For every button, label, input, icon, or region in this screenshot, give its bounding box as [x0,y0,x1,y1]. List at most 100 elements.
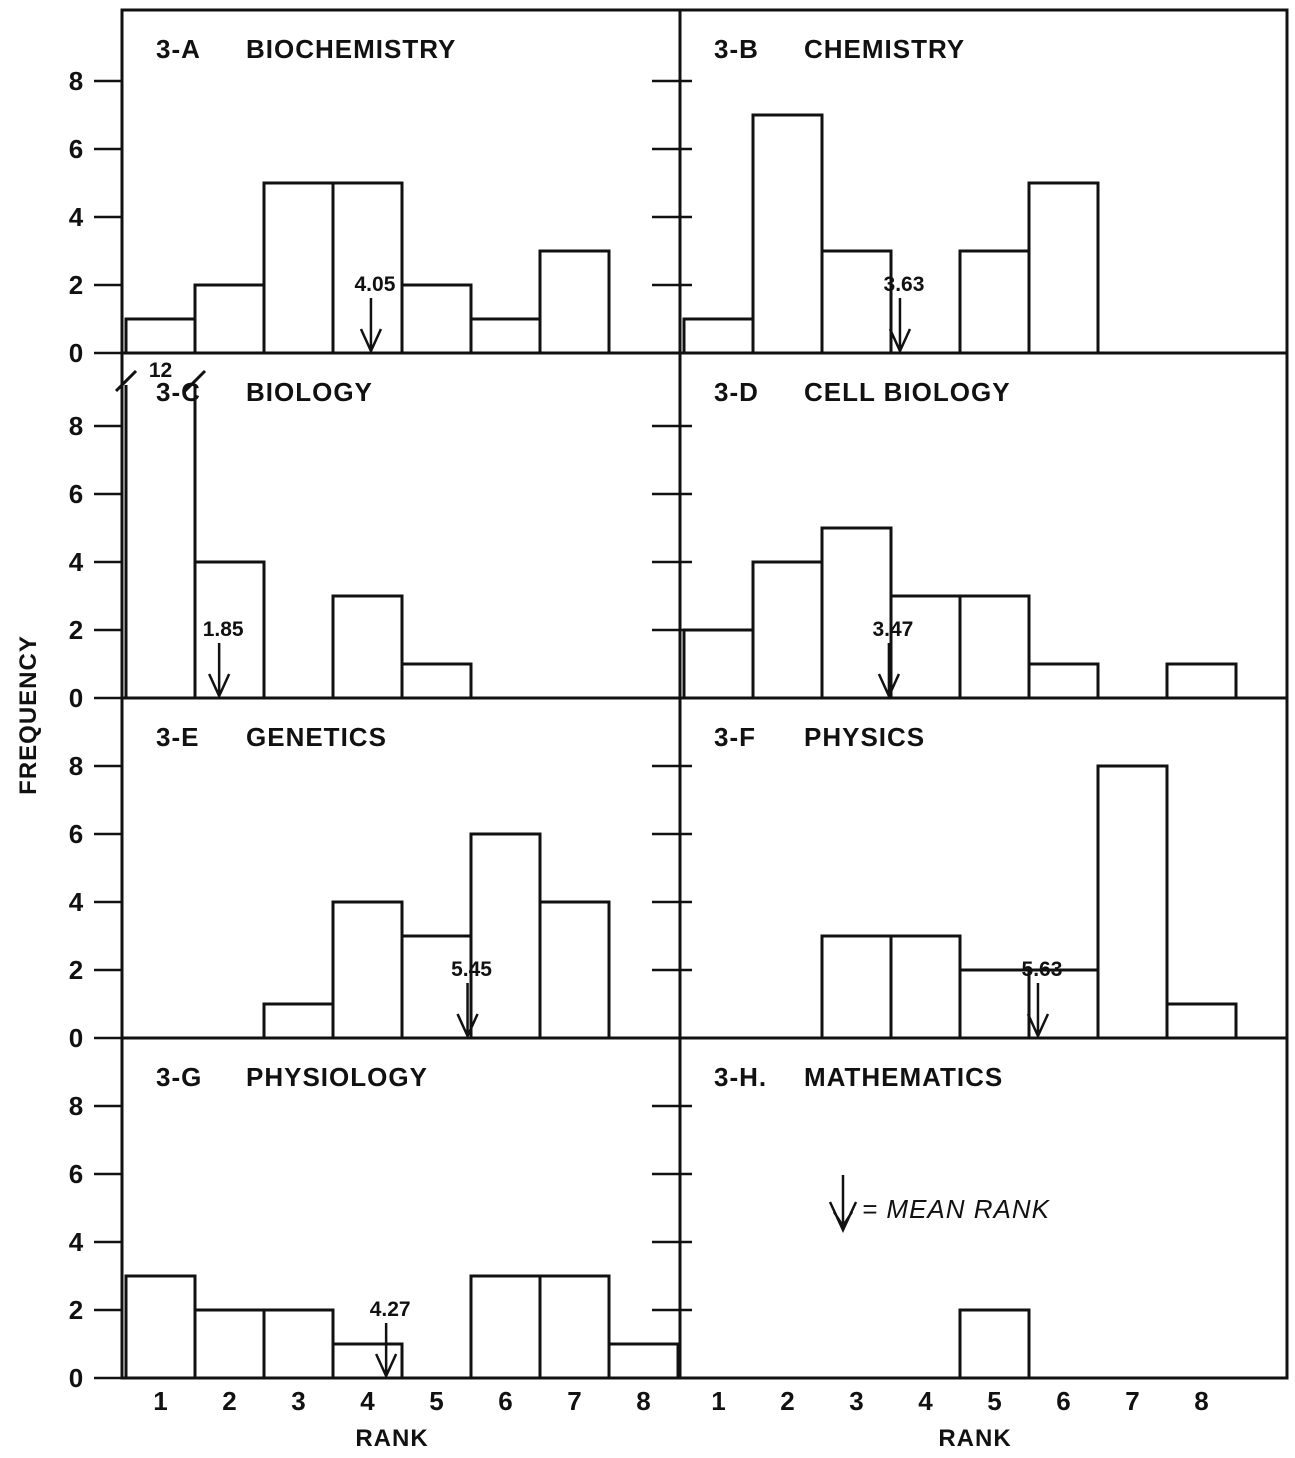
y-tick-label-3a-0: 0 [69,338,83,368]
bar-3f-3 [820,934,893,1040]
bar-3c-2 [193,560,266,700]
bar-3g-7 [538,1274,611,1380]
panel-id-3h: 3-H. [714,1062,767,1092]
bar-3g-6 [469,1274,542,1380]
x-tick-label-3h-8: 8 [1194,1386,1208,1416]
y-tick-label-3g-2: 2 [69,1295,83,1325]
panel-title-3a: BIOCHEMISTRY [246,34,456,64]
x-tick-label-3h-2: 2 [780,1386,794,1416]
mean-rank-label-3d: 3.47 [872,618,913,641]
panel-id-3c: 3-C [156,377,201,407]
bar-3d-4 [889,594,962,700]
bar-3f-4 [889,934,962,1040]
bar-3d-5 [958,594,1031,700]
x-tick-label-3h-6: 6 [1056,1386,1070,1416]
bar-3a-1 [124,317,197,355]
mean-rank-label-3f: 5.63 [1022,958,1063,981]
y-tick-label-3a-2: 2 [69,270,83,300]
y-tick-label-3c-8: 8 [69,411,83,441]
bar-3h-5 [958,1308,1031,1380]
mean-rank-label-3g: 4.27 [370,1298,411,1321]
mean-rank-arrow-icon-3e [456,983,479,1040]
panel-id-3e: 3-E [156,722,199,752]
mean-rank-legend-arrow-icon [828,1175,858,1233]
mean-rank-label-3b: 3.63 [884,273,925,296]
panel-title-3f: PHYSICS [804,722,925,752]
bar-3b-2 [751,113,824,355]
panel-title-3c: BIOLOGY [246,377,373,407]
y-tick-label-3c-6: 6 [69,479,83,509]
bar-break-value-label: 12 [149,359,172,382]
bar-3e-6 [469,832,542,1040]
bar-3g-2 [193,1308,266,1380]
x-tick-label-3g-4: 4 [360,1386,375,1416]
axis-break-mark-left-icon [114,369,138,393]
bar-3d-1 [682,628,755,700]
bar-3g-8 [607,1342,680,1380]
bar-3a-2 [193,283,266,355]
x-tick-label-3h-3: 3 [849,1386,863,1416]
x-tick-label-3h-4: 4 [918,1386,933,1416]
bar-3b-5 [958,249,1031,355]
bar-3f-8 [1165,1002,1238,1040]
x-tick-label-3g-3: 3 [291,1386,305,1416]
bar-3b-6 [1027,181,1100,355]
y-tick-label-3g-4: 4 [69,1227,84,1257]
bar-3g-4 [331,1342,404,1380]
bar-3f-5 [958,968,1031,1040]
figure-frame [120,8,1289,1380]
bar-3d-8 [1165,662,1238,700]
x-axis-title-left: RANK [355,1425,428,1452]
bar-3d-6 [1027,662,1100,700]
panel-title-3g: PHYSIOLOGY [246,1062,428,1092]
panel-id-3f: 3-F [714,722,756,752]
mean-rank-label-3e: 5.45 [451,958,492,981]
plot-layer: 0 2 4 6 8 3-A BIOCHEMISTRY 4.05 3-B CHEMISTRY 3.63… [69,8,1289,1416]
x-tick-label-3g-5: 5 [429,1386,443,1416]
y-tick-label-3e-8: 8 [69,751,83,781]
y-tick-label-3c-4: 4 [69,547,84,577]
y-tick-label-3e-6: 6 [69,819,83,849]
bar-3f-7 [1096,764,1169,1040]
y-tick-label-3g-6: 6 [69,1159,83,1189]
axis-break-mark-right-icon [183,369,207,393]
x-tick-label-3g-7: 7 [567,1386,581,1416]
bar-3e-3 [262,1002,335,1040]
mean-rank-label-3c: 1.85 [203,618,244,641]
x-tick-label-3g-8: 8 [636,1386,650,1416]
panel-title-3h: MATHEMATICS [804,1062,1003,1092]
y-tick-label-3e-0: 0 [69,1023,83,1053]
bar-3b-3 [820,249,893,355]
y-tick-label-3c-2: 2 [69,615,83,645]
panel-title-3e: GENETICS [246,722,387,752]
mean-rank-arrow-icon-3g [374,1323,398,1380]
y-tick-label-3a-4: 4 [69,202,84,232]
panel-id-3d: 3-D [714,377,759,407]
bar-3c-4 [331,594,404,700]
panel-id-3g: 3-G [156,1062,202,1092]
bar-3d-3 [820,526,893,700]
bar-3a-3 [262,181,335,355]
x-tick-label-3g-2: 2 [222,1386,236,1416]
bar-3g-1 [124,1274,197,1380]
panel-id-3b: 3-B [714,34,759,64]
mean-rank-arrow-icon-3f [1026,983,1050,1040]
x-tick-label-3h-7: 7 [1125,1386,1139,1416]
x-tick-label-3h-5: 5 [987,1386,1001,1416]
y-tick-label-3c-0: 0 [69,683,83,713]
mean-rank-legend: = MEAN RANK [828,1175,1050,1233]
bar-3a-7 [538,249,611,355]
mean-rank-arrow-icon-3d [877,643,901,700]
panel-id-3a: 3-A [156,34,201,64]
bar-3b-1 [682,317,755,355]
y-tick-label-3g-8: 8 [69,1091,83,1121]
bar-3e-4 [331,900,404,1040]
bar-3a-6 [469,317,542,355]
y-tick-label-3g-0: 0 [69,1363,83,1393]
bar-3a-5 [400,283,473,355]
mean-rank-arrow-icon-3c [208,643,231,700]
mean-rank-label-3a: 4.05 [355,273,396,296]
y-axis-title: FREQUENCY [15,635,42,795]
mean-rank-arrow-icon-3a [359,298,383,355]
